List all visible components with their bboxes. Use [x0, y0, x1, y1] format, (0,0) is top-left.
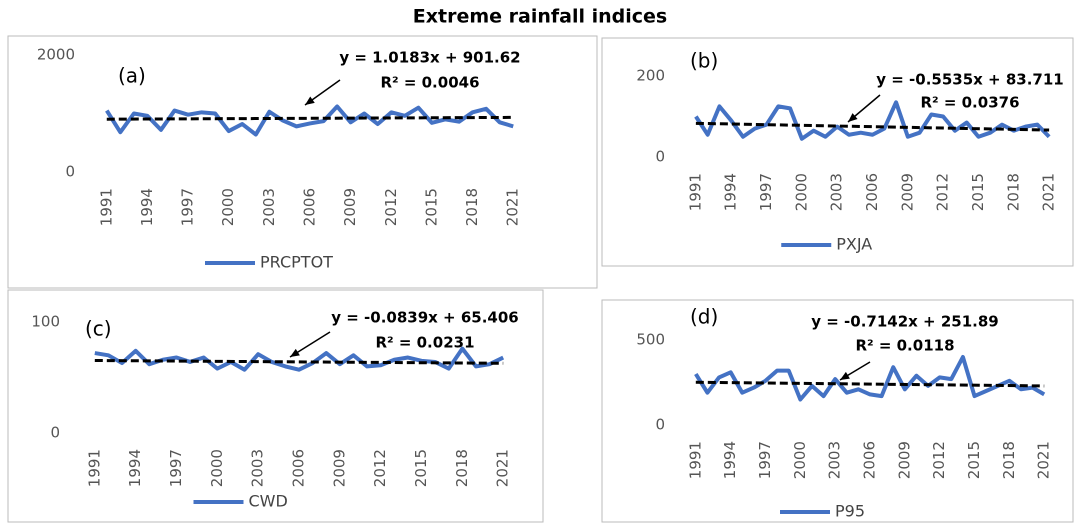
x-tick-label: 2000 — [208, 449, 226, 487]
panel-frame — [7, 35, 598, 289]
y-tick-label: 100 — [31, 313, 60, 331]
y-tick-label: 0 — [50, 424, 60, 442]
x-tick-label: 2009 — [341, 188, 359, 226]
x-tick-label: 2000 — [219, 188, 237, 226]
y-tick-label: 0 — [655, 148, 665, 166]
r-squared: R² = 0.0376 — [920, 94, 1019, 112]
x-tick-label: 2015 — [969, 173, 987, 211]
x-tick-label: 2018 — [453, 449, 471, 487]
legend-label: PXJA — [836, 235, 872, 254]
arrow-head — [848, 113, 858, 122]
x-tick-label: 2000 — [792, 173, 810, 211]
x-tick-label: 2006 — [863, 173, 881, 211]
x-tick-label: 2015 — [412, 449, 430, 487]
trend-equation: y = -0.7142x + 251.89 — [811, 313, 998, 331]
x-tick-label: 1991 — [686, 173, 704, 211]
x-tick-label: 2015 — [965, 441, 983, 479]
data-line — [694, 100, 1051, 141]
legend-label: P95 — [835, 502, 865, 521]
y-tick-label: 0 — [655, 416, 665, 434]
trend-equation: y = -0.0839x + 65.406 — [331, 309, 518, 327]
x-tick-label: 2021 — [1035, 441, 1053, 479]
x-tick-label: 2009 — [330, 449, 348, 487]
x-tick-label: 1997 — [167, 449, 185, 487]
x-tick-label: 1991 — [85, 449, 103, 487]
x-tick-label: 2021 — [1040, 173, 1058, 211]
panel-frame — [601, 37, 1074, 267]
y-tick-label: 0 — [65, 163, 75, 181]
trend-line — [695, 380, 1045, 388]
x-tick-label: 1997 — [179, 188, 197, 226]
trend-equation: y = 1.0183x + 901.62 — [339, 49, 520, 67]
x-tick-label: 2018 — [463, 188, 481, 226]
x-tick-label: 1994 — [721, 441, 739, 479]
x-tick-label: 2006 — [290, 449, 308, 487]
data-line — [105, 104, 514, 137]
x-tick-label: 2012 — [934, 173, 952, 211]
x-tick-label: 2021 — [504, 188, 522, 226]
trend-line — [695, 121, 1050, 132]
legend-label: PRCPTOT — [260, 253, 333, 272]
panel-label: (a) — [118, 64, 146, 88]
panel-frame — [601, 299, 1074, 523]
x-tick-label: 2000 — [791, 441, 809, 479]
x-tick-label: 2006 — [301, 188, 319, 226]
x-tick-label: 2018 — [1004, 173, 1022, 211]
trend-line — [94, 358, 504, 365]
panel-label: (d) — [690, 305, 718, 329]
y-tick-label: 500 — [636, 331, 665, 349]
data-line — [694, 355, 1046, 402]
x-tick-label: 2003 — [826, 441, 844, 479]
x-tick-label: 1997 — [756, 441, 774, 479]
x-tick-label: 2006 — [861, 441, 879, 479]
x-tick-label: 2021 — [494, 449, 512, 487]
x-tick-label: 1994 — [126, 449, 144, 487]
x-tick-label: 2003 — [260, 188, 278, 226]
panel-frame — [7, 289, 544, 523]
x-tick-label: 2012 — [371, 449, 389, 487]
x-tick-label: 1994 — [138, 188, 156, 226]
x-tick-label: 1991 — [97, 188, 115, 226]
r-squared: R² = 0.0046 — [380, 74, 479, 92]
x-tick-label: 1994 — [722, 173, 740, 211]
figure-title: Extreme rainfall indices — [413, 6, 667, 28]
r-squared: R² = 0.0118 — [855, 337, 954, 355]
x-tick-label: 2012 — [930, 441, 948, 479]
trend-equation: y = -0.5535x + 83.711 — [876, 71, 1063, 89]
x-tick-label: 2015 — [422, 188, 440, 226]
x-tick-label: 2018 — [1000, 441, 1018, 479]
arrow-head — [290, 348, 300, 357]
x-tick-label: 2009 — [895, 441, 913, 479]
x-tick-label: 2003 — [249, 449, 267, 487]
panel-label: (b) — [690, 49, 718, 73]
x-tick-label: 1991 — [686, 441, 704, 479]
x-tick-label: 1997 — [757, 173, 775, 211]
x-tick-label: 2009 — [898, 173, 916, 211]
y-tick-label: 200 — [636, 67, 665, 85]
arrow-head — [305, 96, 315, 105]
arrow-head — [840, 371, 850, 380]
r-squared: R² = 0.0231 — [375, 334, 474, 352]
y-tick-label: 2000 — [37, 46, 75, 64]
x-tick-label: 2003 — [828, 173, 846, 211]
x-tick-label: 2012 — [382, 188, 400, 226]
trend-line — [106, 115, 514, 121]
panel-label: (c) — [85, 317, 112, 341]
legend-label: CWD — [249, 492, 288, 511]
